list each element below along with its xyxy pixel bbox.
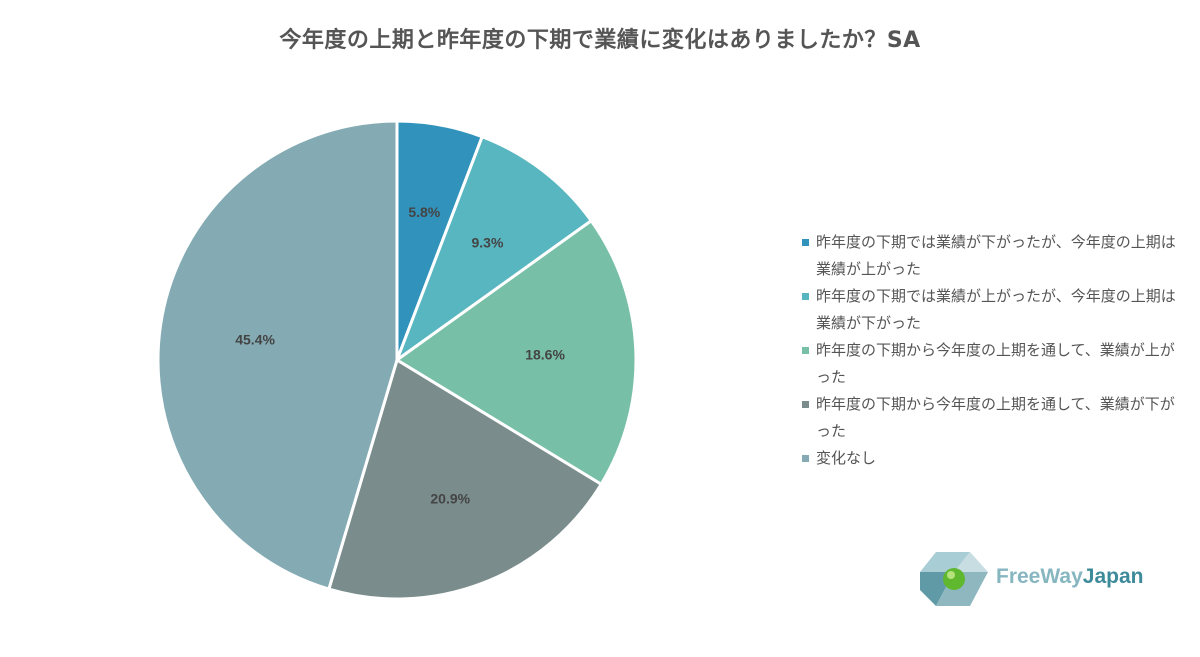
logo-text-part2: Japan [1082,565,1144,588]
pie-slice-label-2: 9.3% [471,235,503,251]
legend-swatch-4 [802,401,809,408]
legend-item-1: 昨年度の下期では業績が下がったが、今年度の上期は業績が上がった [802,229,1187,283]
legend-label-1: 昨年度の下期では業績が下がったが、今年度の上期は業績が上がった [816,233,1176,278]
pie-slice-label-4: 20.9% [430,490,470,506]
pie-slice-2 [393,134,594,365]
legend-label-4: 昨年度の下期から今年度の上期を通して、業績が下がった [816,395,1175,440]
pie-slice-3 [394,218,638,487]
logo-text: FreeWayJapan [996,565,1143,589]
legend-swatch-1 [802,239,809,246]
freewayjapan-logo: FreeWayJapan [918,550,1158,608]
pie-slice-5 [156,119,399,591]
chart-title: 今年度の上期と昨年度の下期で業績に変化はありましたか？SA [279,28,921,53]
legend-label-3: 昨年度の下期から今年度の上期を通して、業績が上がった [816,341,1175,386]
logo-text-part1: FreeWay [996,565,1083,588]
legend: 昨年度の下期では業績が下がったが、今年度の上期は業績が上がった 昨年度の下期では業… [802,229,1187,472]
legend-swatch-5 [802,455,809,462]
pie-slice-label-5: 45.4% [235,331,275,347]
pie-slice-4 [327,357,604,601]
legend-label-2: 昨年度の下期では業績が上がったが、今年度の上期は業績が下がった [816,287,1176,332]
legend-swatch-2 [802,293,809,300]
legend-item-4: 昨年度の下期から今年度の上期を通して、業績が下がった [802,391,1187,445]
legend-item-2: 昨年度の下期では業績が上がったが、今年度の上期は業績が下がった [802,283,1187,337]
legend-item-3: 昨年度の下期から今年度の上期を通して、業績が上がった [802,337,1187,391]
legend-item-5: 変化なし [802,445,1187,472]
legend-swatch-3 [802,347,809,354]
legend-label-5: 変化なし [816,449,877,467]
pie-slice-label-1: 5.8% [408,204,440,220]
logo-mark [920,552,988,606]
pie-slice-label-3: 18.6% [525,346,565,362]
